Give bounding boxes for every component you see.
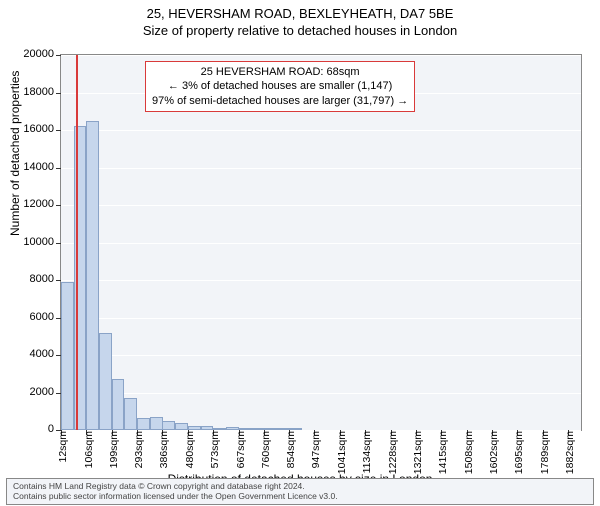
histogram-bar: [264, 428, 277, 430]
annotation-line2: ← 3% of detached houses are smaller (1,1…: [152, 79, 408, 93]
histogram-bar: [289, 428, 302, 430]
gridline: [61, 205, 581, 206]
gridline: [61, 355, 581, 356]
chart-wrapper: Number of detached properties 12sqm106sq…: [0, 6, 600, 458]
plot-area: 12sqm106sqm199sqm293sqm386sqm480sqm573sq…: [60, 54, 582, 431]
ytick-label: 12000: [14, 198, 54, 210]
ytick-mark: [56, 168, 61, 169]
highlight-line: [76, 55, 78, 430]
histogram-bar: [150, 417, 163, 430]
gridline: [61, 55, 581, 56]
gridline: [61, 318, 581, 319]
ytick-label: 2000: [14, 386, 54, 398]
histogram-bar: [226, 427, 239, 430]
ytick-mark: [56, 205, 61, 206]
annotation-line1: 25 HEVERSHAM ROAD: 68sqm: [152, 65, 408, 79]
ytick-mark: [56, 93, 61, 94]
gridline: [61, 280, 581, 281]
footer-attribution: Contains HM Land Registry data © Crown c…: [6, 478, 594, 505]
ytick-label: 20000: [14, 48, 54, 60]
ytick-mark: [56, 243, 61, 244]
ytick-label: 10000: [14, 236, 54, 248]
histogram-bar: [201, 426, 214, 430]
ytick-label: 8000: [14, 273, 54, 285]
histogram-bar: [213, 428, 226, 430]
gridline: [61, 393, 581, 394]
histogram-bar: [277, 428, 290, 430]
ytick-mark: [56, 55, 61, 56]
gridline: [61, 130, 581, 131]
annotation-box: 25 HEVERSHAM ROAD: 68sqm ← 3% of detache…: [145, 61, 415, 112]
histogram-bar: [251, 428, 264, 430]
histogram-bar: [112, 379, 125, 430]
histogram-bar: [162, 421, 175, 430]
histogram-bar: [239, 428, 252, 430]
histogram-bar: [99, 333, 112, 431]
annotation-line3: 97% of semi-detached houses are larger (…: [152, 94, 408, 108]
ytick-label: 6000: [14, 311, 54, 323]
ytick-label: 4000: [14, 348, 54, 360]
histogram-bar: [61, 282, 74, 430]
ytick-label: 14000: [14, 161, 54, 173]
chart-container: 25, HEVERSHAM ROAD, BEXLEYHEATH, DA7 5BE…: [0, 6, 600, 506]
gridline: [61, 243, 581, 244]
histogram-bar: [175, 423, 188, 430]
histogram-bar: [124, 398, 137, 430]
ytick-label: 0: [14, 423, 54, 435]
histogram-bar: [188, 426, 201, 430]
histogram-bar: [137, 418, 150, 430]
gridline: [61, 168, 581, 169]
histogram-bar: [86, 121, 99, 430]
ytick-label: 16000: [14, 123, 54, 135]
ytick-mark: [56, 130, 61, 131]
ytick-mark: [56, 280, 61, 281]
ytick-label: 18000: [14, 86, 54, 98]
